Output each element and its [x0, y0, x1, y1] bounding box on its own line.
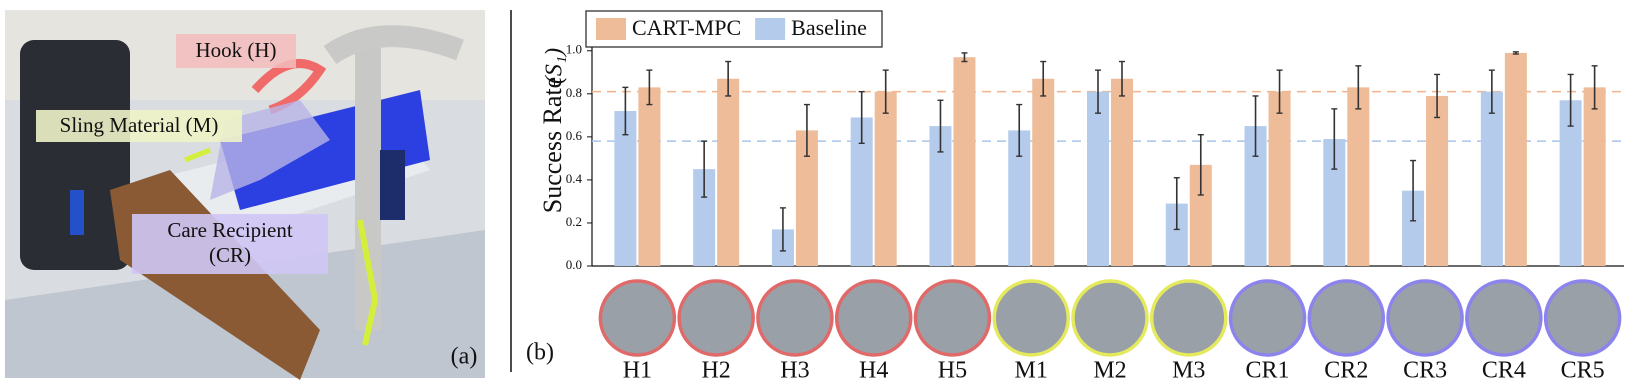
x-tick-label: CR5	[1561, 358, 1605, 384]
thumbnail	[1071, 279, 1149, 357]
x-tick-label: M2	[1093, 358, 1126, 384]
hook-label-box	[176, 34, 296, 68]
thumbnail	[913, 279, 992, 357]
bar	[795, 130, 818, 266]
x-tick-label: H5	[938, 358, 967, 384]
hook-label: Hook (H)	[195, 38, 276, 62]
bar	[1165, 203, 1188, 266]
y-tick-label: 1.0	[566, 42, 582, 57]
thumbnail	[1150, 279, 1228, 357]
x-tick-label: CR4	[1482, 358, 1526, 384]
sling-label: Sling Material (M)	[60, 113, 219, 137]
bar	[1559, 100, 1582, 267]
y-tick-label: 0.2	[566, 214, 582, 229]
thumbnail	[677, 279, 755, 357]
panel-label: (a)	[451, 344, 478, 370]
bar	[850, 117, 873, 266]
x-tick-label: M3	[1172, 358, 1205, 384]
bar	[1504, 52, 1527, 266]
bar	[1111, 78, 1133, 266]
bar	[1189, 164, 1212, 266]
bar	[1402, 190, 1425, 266]
bar	[717, 78, 740, 266]
metric-label: (S₁)	[542, 48, 568, 84]
bar	[1347, 87, 1370, 266]
bar	[1268, 91, 1291, 267]
x-tick-label: CR3	[1403, 358, 1447, 384]
bar	[1087, 91, 1109, 267]
bar	[1323, 139, 1346, 266]
legend-label: CART-MPC	[632, 15, 741, 40]
thumbnail	[598, 279, 677, 357]
thumbnail	[756, 279, 834, 357]
y-axis-label: Success Rate	[538, 77, 567, 213]
x-tick-label: H3	[780, 358, 809, 384]
thumbnail	[992, 279, 1070, 357]
x-tick-label: H2	[701, 358, 730, 384]
bar	[638, 87, 661, 266]
thumbnail	[834, 279, 913, 357]
x-tick-label: M1	[1015, 358, 1048, 384]
thumbnail	[1228, 279, 1307, 357]
thumbnail	[1465, 279, 1543, 357]
bar	[1032, 78, 1055, 266]
bar	[614, 111, 637, 267]
bar	[693, 169, 716, 266]
bar	[929, 126, 952, 266]
recipient-label-box	[132, 214, 328, 274]
legend-swatch	[596, 18, 626, 40]
bar	[1583, 87, 1606, 266]
y-tick-label: 0.4	[566, 171, 583, 186]
bar	[953, 57, 976, 266]
y-tick-label: 0.6	[566, 128, 583, 143]
legend-label: Baseline	[791, 15, 867, 40]
bar	[1008, 130, 1031, 266]
legend-box	[585, 10, 883, 48]
recipient-label: Care Recipient	[167, 218, 293, 242]
x-tick-label: CR2	[1324, 358, 1368, 384]
bar	[1480, 91, 1503, 267]
sling-label-box	[36, 110, 242, 142]
bar	[1426, 95, 1449, 266]
y-tick-label: 0.8	[566, 85, 582, 100]
recipient-label: (CR)	[209, 243, 251, 267]
panel-label: (b)	[526, 340, 554, 366]
bar	[874, 91, 897, 267]
scene-render	[5, 10, 485, 380]
thumbnail	[1386, 279, 1464, 357]
bar	[1244, 126, 1267, 266]
x-tick-label: H4	[859, 358, 888, 384]
legend-swatch	[755, 18, 786, 40]
x-tick-label: CR1	[1246, 358, 1290, 384]
y-tick-label: 0.0	[566, 257, 582, 272]
thumbnail	[1543, 279, 1622, 357]
x-tick-label: H1	[623, 358, 652, 384]
thumbnail	[1307, 279, 1386, 357]
